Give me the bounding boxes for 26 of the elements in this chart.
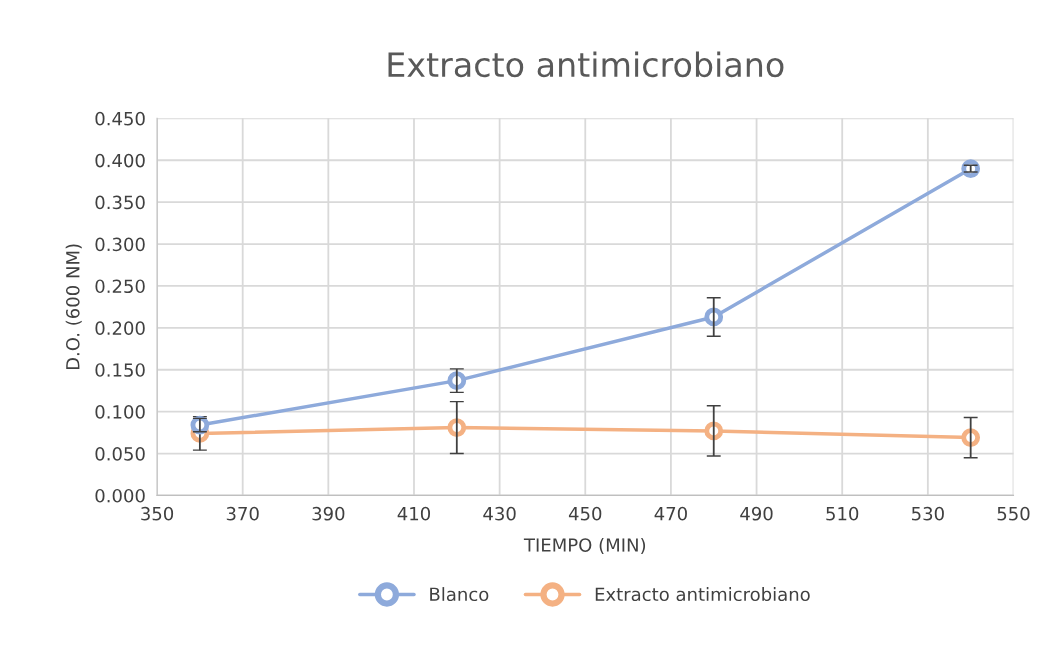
x-tick-label: 430 bbox=[483, 506, 516, 521]
chart-title: Extracto antimicrobiano bbox=[388, 51, 784, 78]
x-tick-label: 490 bbox=[740, 506, 773, 521]
x-tick-label: 450 bbox=[568, 506, 602, 521]
y-tick-label: 0.050 bbox=[95, 446, 145, 461]
x-tick-label: 350 bbox=[141, 506, 174, 521]
x-tick-label: 510 bbox=[826, 506, 859, 521]
x-tick-label: 530 bbox=[912, 506, 944, 521]
y-tick-label: 0.350 bbox=[95, 195, 145, 210]
y-tick-label: 0.000 bbox=[95, 488, 145, 503]
y-tick-label: 0.450 bbox=[95, 111, 145, 126]
legend-label: Extracto antimicrobiano bbox=[595, 587, 810, 602]
x-tick-label: 470 bbox=[654, 506, 687, 521]
y-tick-label: 0.250 bbox=[95, 279, 145, 294]
y-tick-label: 0.100 bbox=[95, 405, 145, 419]
x-tick-label: 410 bbox=[397, 506, 431, 521]
y-tick-label: 0.300 bbox=[95, 237, 145, 252]
x-tick-label: 390 bbox=[312, 506, 345, 521]
legend-label: Blanco bbox=[430, 587, 489, 602]
y-tick-label: 0.400 bbox=[95, 153, 145, 168]
y-axis-title: D.O. (600 NM) bbox=[65, 244, 82, 370]
y-tick-label: 0.200 bbox=[95, 321, 145, 335]
y-tick-label: 0.150 bbox=[95, 363, 145, 377]
x-tick-label: 370 bbox=[226, 506, 259, 521]
x-tick-label: 550 bbox=[997, 506, 1030, 521]
x-axis-title: TIEMPO (MIN) bbox=[523, 537, 646, 554]
